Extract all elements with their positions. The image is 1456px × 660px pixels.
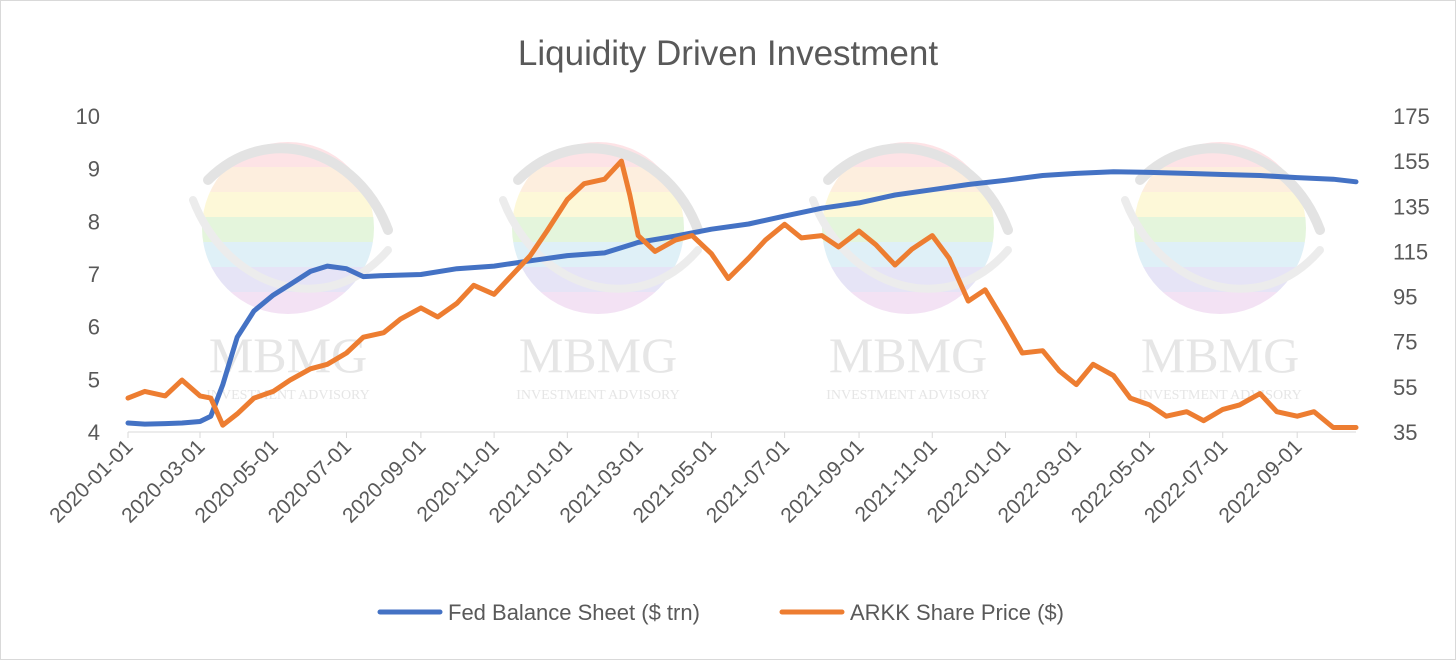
watermark-swoosh <box>823 143 1013 235</box>
watermark-swoosh <box>189 196 392 293</box>
y-left-tick-label: 9 <box>88 157 100 182</box>
legend: Fed Balance Sheet ($ trn) ARKK Share Pric… <box>377 600 1064 625</box>
watermark-brand: MBMG <box>1141 327 1299 383</box>
legend-label: Fed Balance Sheet ($ trn) <box>448 600 700 625</box>
y-right-tick-label: 95 <box>1393 285 1417 310</box>
watermark-swoosh <box>499 196 702 293</box>
y-left-tick-label: 8 <box>88 209 100 234</box>
legend-item-fed-balance-sheet: Fed Balance Sheet ($ trn) <box>377 600 700 625</box>
y-right-tick-label: 55 <box>1393 375 1417 400</box>
x-axis: 2020-01-012020-03-012020-05-012020-07-01… <box>45 432 1307 527</box>
watermark-swoosh <box>203 143 393 235</box>
watermark-tagline: INVESTMENT ADVISORY <box>516 388 679 403</box>
watermark-tagline: INVESTMENT ADVISORY <box>206 388 369 403</box>
y-axis-left: 4 5 6 7 8 9 10 <box>76 104 100 445</box>
watermark-swoosh <box>809 196 1012 293</box>
watermark-brand: MBMG <box>519 327 677 383</box>
y-left-tick-label: 6 <box>88 315 100 340</box>
watermark-layer: MBMG INVESTMENT ADVISORY MBMG INVESTMENT AD… <box>189 142 1325 403</box>
chart-title: Liquidity Driven Investment <box>518 34 938 73</box>
y-right-tick-label: 115 <box>1393 239 1428 264</box>
series-line-arkk-share-price <box>125 158 1359 430</box>
series-line-fed-balance-sheet <box>125 169 1359 427</box>
watermark-swoosh <box>1135 143 1325 235</box>
y-right-tick-label: 155 <box>1393 149 1430 174</box>
y-left-tick-label: 5 <box>88 367 100 392</box>
plot-area <box>125 158 1359 430</box>
y-axis-right: 35 55 75 95 115 135 155 175 <box>1393 104 1430 445</box>
y-left-tick-label: 4 <box>88 420 100 445</box>
y-right-tick-label: 35 <box>1393 420 1417 445</box>
y-left-tick-label: 10 <box>76 104 100 129</box>
watermark-tagline: INVESTMENT ADVISORY <box>1138 388 1301 403</box>
legend-label: ARKK Share Price ($) <box>850 600 1064 625</box>
watermark: MBMG INVESTMENT ADVISORY <box>1121 142 1325 403</box>
watermark-tagline: INVESTMENT ADVISORY <box>826 388 989 403</box>
legend-item-arkk-share-price: ARKK Share Price ($) <box>779 600 1064 625</box>
y-right-tick-label: 135 <box>1393 194 1430 219</box>
y-right-tick-label: 175 <box>1393 104 1430 129</box>
watermark: MBMG INVESTMENT ADVISORY <box>809 142 1013 403</box>
watermark-swoosh <box>1121 196 1324 293</box>
watermark-swoosh <box>513 143 703 235</box>
y-left-tick-label: 7 <box>88 262 100 287</box>
watermark-brand: MBMG <box>829 327 987 383</box>
y-right-tick-label: 75 <box>1393 330 1417 355</box>
